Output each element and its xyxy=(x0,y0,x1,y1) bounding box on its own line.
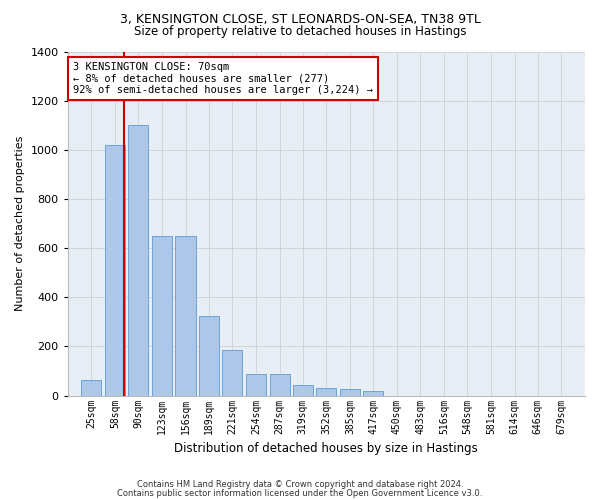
Bar xyxy=(246,374,266,396)
Text: Size of property relative to detached houses in Hastings: Size of property relative to detached ho… xyxy=(134,25,466,38)
Bar xyxy=(316,388,337,396)
Bar xyxy=(152,236,172,396)
Bar xyxy=(222,350,242,396)
Text: Contains HM Land Registry data © Crown copyright and database right 2024.: Contains HM Land Registry data © Crown c… xyxy=(137,480,463,489)
Bar xyxy=(175,236,196,396)
Bar xyxy=(340,390,360,396)
Bar xyxy=(269,374,290,396)
Bar xyxy=(293,384,313,396)
Y-axis label: Number of detached properties: Number of detached properties xyxy=(15,136,25,312)
Text: 3 KENSINGTON CLOSE: 70sqm
← 8% of detached houses are smaller (277)
92% of semi-: 3 KENSINGTON CLOSE: 70sqm ← 8% of detach… xyxy=(73,62,373,95)
Bar xyxy=(105,145,125,396)
Bar xyxy=(82,380,101,396)
Bar xyxy=(128,125,148,396)
Text: Contains public sector information licensed under the Open Government Licence v3: Contains public sector information licen… xyxy=(118,489,482,498)
Bar xyxy=(363,390,383,396)
Text: 3, KENSINGTON CLOSE, ST LEONARDS-ON-SEA, TN38 9TL: 3, KENSINGTON CLOSE, ST LEONARDS-ON-SEA,… xyxy=(119,12,481,26)
Bar xyxy=(199,316,220,396)
X-axis label: Distribution of detached houses by size in Hastings: Distribution of detached houses by size … xyxy=(175,442,478,455)
